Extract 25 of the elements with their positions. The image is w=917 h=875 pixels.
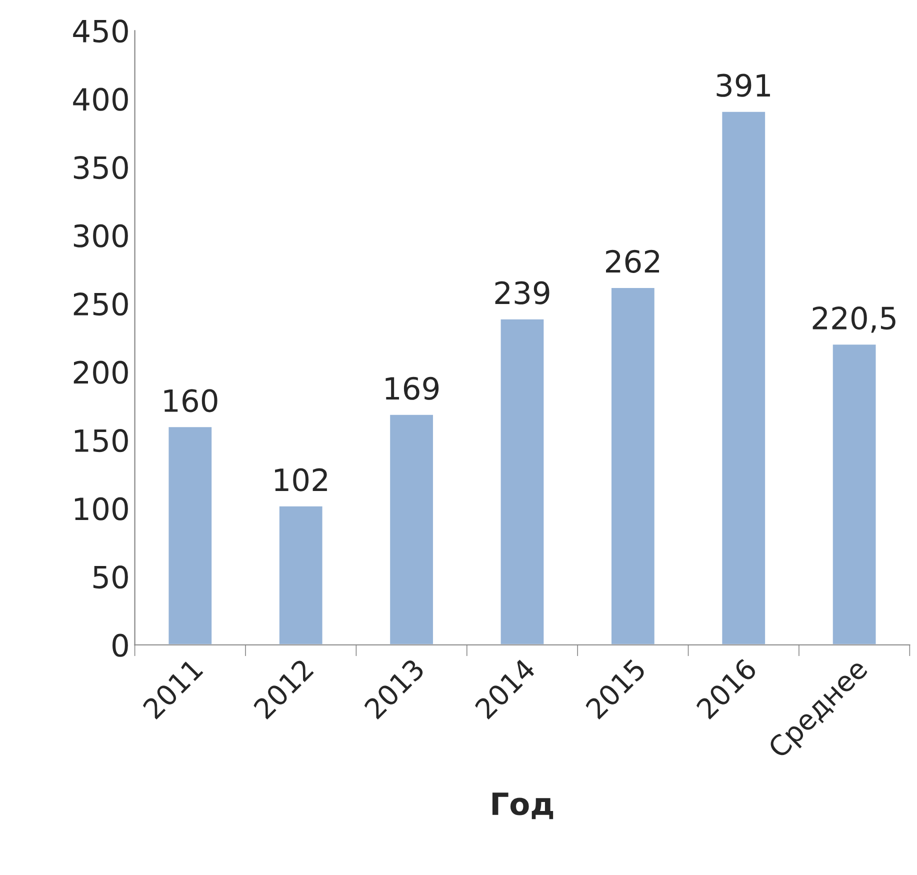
data-label: 102 (275, 468, 327, 492)
bar (499, 318, 546, 645)
data-label: 262 (606, 250, 660, 273)
y-tick-label: 350 (74, 156, 128, 180)
bar (720, 110, 766, 645)
y-tick-label: 400 (73, 88, 128, 111)
data-label: 160 (164, 389, 218, 412)
data-label: 169 (386, 376, 439, 400)
data-label: 239 (495, 281, 550, 304)
y-tick-label: 150 (74, 429, 128, 452)
bar (388, 413, 434, 645)
bar (278, 504, 324, 645)
data-label: 220,5 (812, 306, 896, 333)
y-tick-label: 100 (74, 497, 128, 520)
y-tick-label: 200 (74, 360, 128, 384)
y-tick-label: 250 (74, 292, 128, 316)
y-tick-label: 0 (112, 634, 128, 657)
x-axis-title: Год (492, 792, 554, 820)
y-tick-label: 450 (73, 20, 128, 43)
bar (831, 343, 878, 645)
y-tick-label: 50 (93, 566, 128, 589)
data-label: 391 (716, 74, 770, 97)
bar (610, 286, 656, 645)
bar (167, 426, 213, 645)
y-tick-label: 300 (74, 224, 128, 248)
